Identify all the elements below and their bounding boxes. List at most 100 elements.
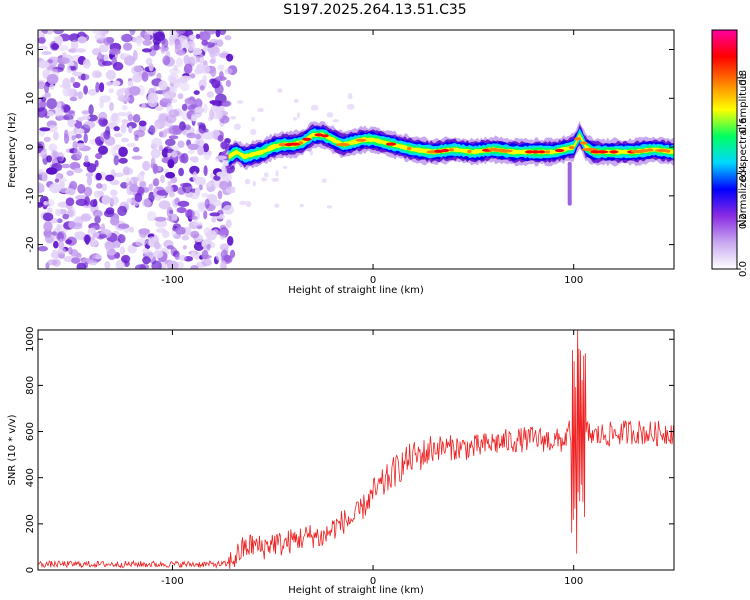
spectrogram-noise-blob [42,30,48,35]
spectrogram-noise-blob [183,63,193,74]
spectrogram-noise-blob [224,68,233,75]
spectrogram-noise-blob [190,54,200,65]
spectrogram-noise-blob [161,230,170,238]
spectrogram-noise-blob [127,244,137,254]
spectrogram-ridge-peak [298,141,304,145]
spectrogram-noise-blob [227,236,234,246]
spectrogram-noise-region [38,30,355,269]
spectrogram-noise-blob [189,165,200,175]
spectrogram-noise-blob [65,197,75,206]
spectrogram-noise-blob [200,137,204,148]
spectrogram-noise-blob [65,188,76,196]
spectrogram-noise-blob [63,133,70,144]
spectrogram-ridge-peak [609,150,619,154]
spectrogram-noise-blob [38,81,46,90]
spectrogram-noise-blob [321,178,327,183]
spectrogram-noise-blob [292,117,298,121]
spectrogram-ridge-peak [595,150,609,154]
spectrogram-noise-blob [166,206,174,218]
spectrogram-noise-blob [141,71,149,82]
spectrogram-noise-blob [181,103,188,111]
spectrogram-noise-blob [81,115,91,120]
spectrogram-noise-blob [92,30,105,35]
spectrogram-noise-blob [124,55,135,66]
spectrogram-ridge-peak [665,149,671,153]
spectrogram-noise-blob [109,189,118,197]
spectrogram-ylabel: Frequency (Hz) [7,112,18,188]
spectrogram-noise-blob [46,73,59,85]
spectrogram-noise-blob [326,112,334,118]
spectrogram-noise-blob [176,57,183,68]
spectrogram-noise-blob [106,81,113,86]
spectrogram-noise-blob [177,200,190,207]
spectrogram-noise-blob [46,199,55,208]
spectrogram-noise-blob [95,172,102,181]
spectrogram-noise-blob [203,244,211,252]
spectrogram-noise-blob [189,73,196,79]
spectrogram-noise-blob [148,63,154,72]
spectrogram-noise-blob [167,180,172,187]
spectrogram-xtick-label: -100 [161,275,184,286]
colorbar: 0.0 0.2 0.4 0.6 0.8 Normalized spectral ampl… [711,29,749,277]
spectrogram-noise-blob [154,241,160,250]
spectrogram-noise-blob [51,43,59,50]
spectrogram-noise-blob [148,183,153,191]
spectrogram-noise-blob [119,246,126,255]
spectrogram-noise-blob [133,65,143,73]
spectrogram-noise-blob [38,107,48,118]
spectrogram-noise-blob [222,161,231,167]
spectrogram-noise-blob [257,107,264,113]
spectrogram-ridge-peak [568,145,575,150]
spectrogram-noise-blob [123,42,133,51]
spectrogram-noise-blob [113,126,120,132]
spectrogram-noise-blob [58,241,65,249]
spectrogram-noise-blob [46,98,57,110]
spectrogram-noise-blob [44,234,55,244]
spectrogram-noise-blob [194,98,203,109]
spectrogram-noise-blob [47,259,58,266]
spectrogram-noise-blob [129,184,139,193]
spectrogram-noise-blob [77,91,83,100]
colorbar-tick-label: 0.8 [738,70,749,86]
spectrogram-noise-blob [164,93,171,99]
spectrogram-noise-blob [155,220,168,228]
spectrogram-noise-blob [211,216,217,223]
spectrogram-noise-blob [179,41,189,50]
spectrogram-noise-blob [53,240,59,249]
spectrogram-artifact [567,161,572,206]
spectrogram-noise-blob [168,135,179,140]
spectrogram-noise-blob [221,100,232,107]
spectrogram-ridge-peak [538,150,546,154]
spectrogram-noise-blob [165,138,176,147]
spectrogram-noise-blob [215,155,227,160]
spectrogram-noise-blob [137,172,144,183]
spectrogram-ridge-peak [579,141,588,145]
spectrogram-ytick-label: 20 [25,43,36,56]
spectrogram-noise-blob [73,167,83,174]
spectrogram-noise-blob [237,100,244,104]
spectrogram-noise-blob [199,85,205,91]
spectrogram-noise-blob [54,178,60,183]
spectrogram-noise-blob [216,39,224,47]
spectrogram-noise-blob [138,228,150,235]
spectrogram-noise-blob [40,149,47,159]
spectrogram-noise-blob [128,125,133,134]
spectrogram-noise-blob [156,72,162,81]
spectrogram-noise-blob [150,45,161,51]
spectrogram-noise-blob [98,233,108,239]
spectrogram-noise-blob [150,148,161,159]
spectrogram-noise-blob [58,177,67,183]
snr-xtick-label: 0 [370,576,376,587]
spectrogram-noise-blob [97,52,102,59]
spectrogram-noise-blob [176,207,187,214]
spectrogram-noise-blob [174,254,180,261]
spectrogram-noise-blob [41,51,52,55]
spectrogram-noise-blob [83,186,93,197]
spectrogram-noise-blob [132,74,142,83]
spectrogram-noise-blob [168,190,175,198]
spectrogram-noise-blob [168,109,180,118]
spectrogram-noise-blob [83,133,88,144]
spectrogram-noise-blob [66,66,71,74]
spectrogram-noise-blob [347,92,353,100]
spectrogram-noise-blob [201,193,210,198]
